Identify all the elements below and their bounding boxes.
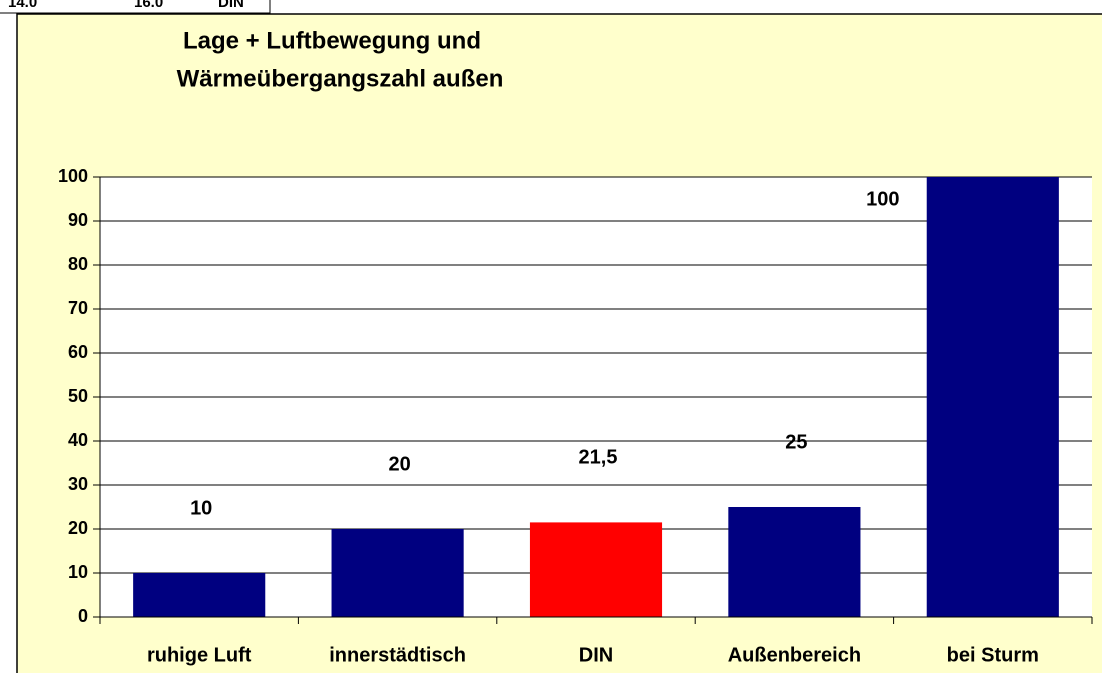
y-tick-label: 80 — [68, 254, 88, 274]
y-tick-label: 100 — [58, 166, 88, 186]
bar — [926, 177, 1059, 617]
y-tick-label: 10 — [68, 562, 88, 582]
x-tick-label: innerstädtisch — [329, 644, 466, 666]
sheet-cell: 14.0 — [8, 0, 37, 11]
x-tick-label: ruhige Luft — [147, 644, 252, 666]
data-label: 25 — [785, 431, 807, 453]
x-tick-label: bei Sturm — [947, 644, 1039, 666]
sheet-cell: 16.0 — [134, 0, 163, 11]
data-label: 20 — [388, 453, 410, 475]
y-tick-label: 30 — [68, 474, 88, 494]
y-tick-label: 20 — [68, 518, 88, 538]
y-tick-label: 40 — [68, 430, 88, 450]
data-label: 10 — [190, 497, 212, 519]
y-tick-label: 90 — [68, 210, 88, 230]
y-tick-label: 60 — [68, 342, 88, 362]
y-tick-label: 70 — [68, 298, 88, 318]
chart-title: Wärmeübergangszahl außen — [177, 65, 504, 92]
bar — [331, 529, 464, 617]
data-label: 100 — [866, 188, 899, 210]
chart-title: Lage + Luftbewegung und — [183, 27, 481, 54]
x-tick-label: Außenbereich — [728, 644, 861, 666]
bar — [728, 507, 861, 617]
y-tick-label: 0 — [78, 606, 88, 626]
y-tick-label: 50 — [68, 386, 88, 406]
data-label: 21,5 — [579, 447, 618, 469]
sheet-cell: DIN — [218, 0, 244, 11]
bar — [529, 522, 663, 617]
x-tick-label: DIN — [579, 644, 613, 666]
bar — [133, 573, 266, 617]
